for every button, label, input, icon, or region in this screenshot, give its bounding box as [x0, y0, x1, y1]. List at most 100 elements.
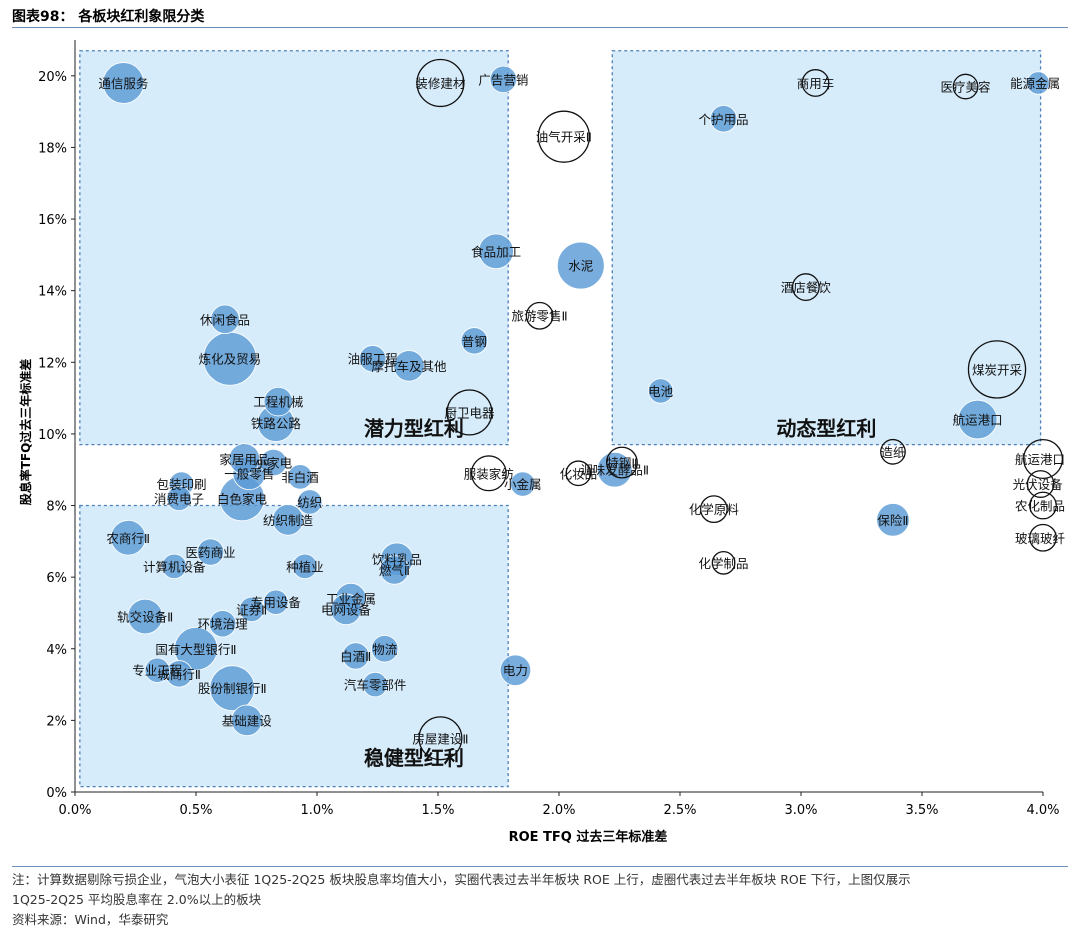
- bubble: [239, 596, 265, 623]
- x-tick-label: 2.0%: [542, 803, 575, 818]
- bubble: [292, 553, 318, 580]
- bubble: [362, 671, 388, 698]
- bubble-label: 小金属: [504, 477, 542, 492]
- bubble-label: 物流: [372, 642, 398, 657]
- bubble-label: 水泥: [568, 259, 593, 274]
- bubble: [371, 635, 399, 663]
- bubble: [605, 446, 638, 479]
- bubble-label: 特钢Ⅱ: [606, 456, 637, 471]
- bubble-label: 休闲食品: [200, 312, 250, 327]
- bubble-label: 城商行Ⅱ: [157, 667, 201, 682]
- bubble-label: 旅游零售Ⅱ: [512, 309, 568, 324]
- axis-layer: 0.0% 0.5% 1.0% 1.5% 2.0% 2.5% 3.0% 3.5% 4.0% 0% 2%…: [38, 40, 1060, 818]
- bubble-layer: [102, 58, 1064, 761]
- bubble: [709, 105, 738, 133]
- figure-title: 图表98： 各板块红利象限分类: [12, 9, 205, 25]
- bubble: [446, 389, 493, 436]
- bubble: [1026, 470, 1055, 498]
- y-tick-label: 18%: [38, 141, 67, 156]
- x-tick-label: 1.0%: [300, 803, 333, 818]
- footnote-line-1: 注：计算数据剔除亏损企业，气泡大小表征 1Q25-2Q25 板块股息率均值大小，…: [12, 872, 911, 887]
- bubble: [952, 73, 979, 100]
- x-tick-label: 4.0%: [1026, 803, 1059, 818]
- bubble-label: 汽车零部件: [344, 678, 407, 693]
- bubble-label: 摩托车及其他: [371, 359, 447, 374]
- bubble-label: 酒店餐饮: [781, 280, 832, 295]
- bubble-label: 白酒Ⅱ: [340, 649, 371, 664]
- bubble: [470, 455, 507, 492]
- footnote-divider: [12, 866, 1068, 867]
- bubble-label: 计算机设备: [143, 559, 206, 574]
- bubble: [556, 241, 605, 290]
- footnote-line-2: 1Q25-2Q25 平均股息率在 2.0%以上的板块: [12, 892, 262, 907]
- y-axis-title: 股息率TFQ过去三年标准差: [18, 359, 33, 506]
- quadrant-box: [611, 50, 1042, 446]
- bubble: [499, 654, 532, 686]
- bubble-label: 煤炭开采: [972, 362, 1023, 377]
- bubble-label: 广告营销: [478, 72, 528, 87]
- bubble-label: 农化制品: [1015, 499, 1065, 514]
- y-tick-label: 12%: [38, 356, 67, 371]
- bubble: [1022, 438, 1064, 480]
- bubble: [259, 448, 288, 477]
- y-tick-label: 16%: [38, 213, 67, 228]
- bubble: [510, 471, 536, 497]
- bubble: [210, 304, 240, 334]
- bubble-label: 厨卫电器: [444, 405, 495, 420]
- bubble-label: 轨交设备Ⅱ: [117, 610, 173, 625]
- quadrant-layer: [79, 50, 1042, 788]
- y-tick-label: 6%: [46, 571, 67, 586]
- x-axis-title: ROE TFQ 过去三年标准差: [509, 829, 668, 845]
- bubble-chart: 0.0% 0.5% 1.0% 1.5% 2.0% 2.5% 3.0% 3.5% 4.0% 0% 2%…: [18, 40, 1065, 845]
- bubble: [228, 443, 261, 475]
- bubble: [537, 110, 590, 163]
- bubble-label: 油气开采Ⅱ: [536, 130, 592, 145]
- x-tick-label: 3.5%: [905, 803, 938, 818]
- x-tick-label: 0.5%: [179, 803, 212, 818]
- bubble: [1029, 523, 1057, 552]
- bubble: [231, 704, 263, 737]
- bubble: [358, 345, 387, 373]
- title-divider: [12, 27, 1068, 28]
- bubble-label: 医药商业: [186, 545, 236, 560]
- bubble-label: 航运港口: [953, 413, 1003, 428]
- bubble-label: 调味发酵品Ⅱ: [580, 463, 649, 478]
- bubble-label: 饮料乳品: [372, 552, 422, 567]
- bubble: [876, 503, 910, 537]
- bubble-label: 白色家电: [217, 491, 268, 506]
- bubble-label: 专用设备: [251, 595, 302, 610]
- bubble: [297, 489, 323, 515]
- bubble-label: 光伏设备: [1013, 477, 1064, 492]
- bubble-label: 商用车: [797, 76, 835, 91]
- bubble-label: 化妆品: [560, 466, 598, 481]
- y-tick-label: 20%: [38, 70, 67, 85]
- bubble: [263, 386, 293, 417]
- bubble-label: 医疗美容: [941, 80, 991, 95]
- bubble: [393, 350, 425, 382]
- bubble-label: 种植业: [286, 559, 324, 574]
- bubble-label: 电网设备: [321, 602, 372, 617]
- bubble: [102, 62, 145, 104]
- quadrant-label: 稳健型红利: [364, 746, 464, 770]
- y-tick-label: 4%: [46, 643, 67, 658]
- bubble: [161, 553, 187, 580]
- bubble: [967, 340, 1027, 399]
- bubble: [342, 642, 370, 670]
- bubble-label: 炼化及贸易: [199, 352, 262, 367]
- quadrant-box: [79, 504, 509, 788]
- bubble-label: 航运港口: [1015, 452, 1065, 467]
- bubble-label: 基础建设: [222, 713, 273, 728]
- bubble: [127, 598, 163, 635]
- bubble-label: 小家电: [255, 456, 293, 471]
- bubble: [801, 69, 830, 97]
- bubble-label: 非白酒: [281, 470, 319, 485]
- bubble-label: 玻璃玻纤: [1015, 531, 1066, 546]
- bubble-label: 专业工程: [132, 663, 183, 678]
- y-tick-label: 10%: [38, 428, 67, 443]
- bubble: [379, 555, 410, 585]
- bubble: [648, 378, 674, 404]
- y-tick-label: 0%: [46, 786, 67, 801]
- bubble: [263, 589, 289, 615]
